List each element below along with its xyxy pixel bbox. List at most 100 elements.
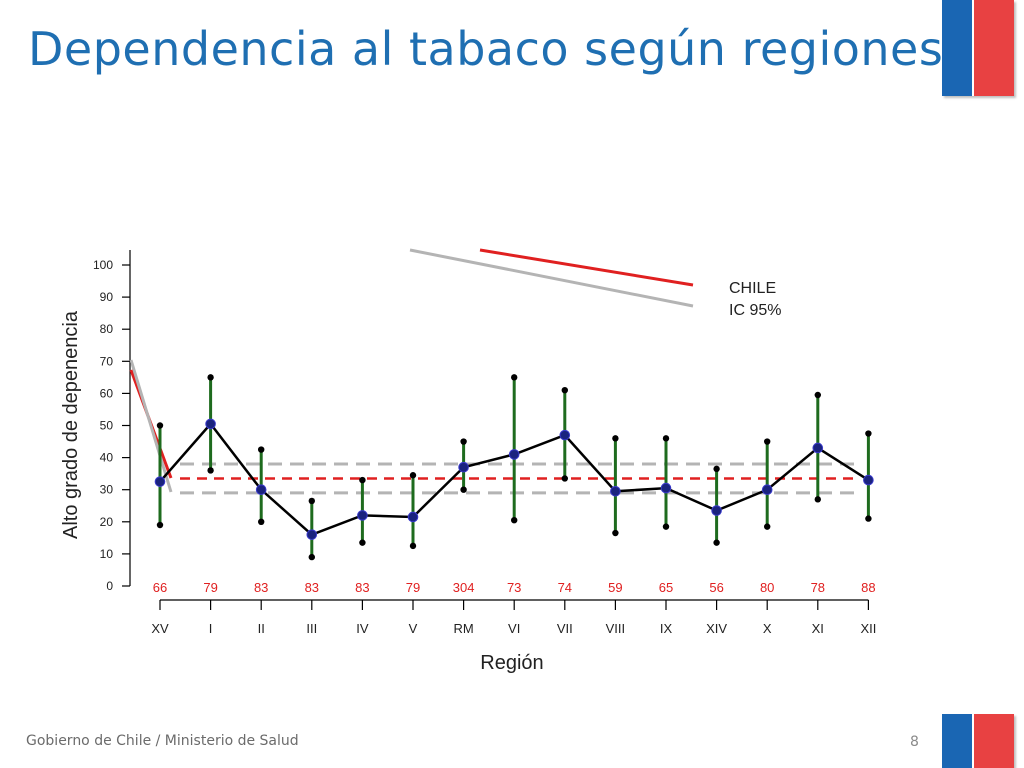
y-tick-label: 20 — [100, 515, 114, 529]
x-tick-label: VI — [508, 621, 520, 636]
data-point — [255, 484, 267, 496]
error-bar-upper-cap — [814, 391, 821, 399]
error-bar-lower-cap — [865, 515, 872, 522]
sample-size-label: 74 — [558, 580, 572, 595]
error-bar-lower-cap — [460, 486, 467, 493]
y-tick-label: 90 — [100, 290, 114, 304]
sample-size-label: 56 — [709, 580, 723, 595]
chart-axes: 0 10 20 30 40 50 60 70 80 90 100 — [93, 250, 869, 601]
y-tick-label: 30 — [100, 483, 114, 497]
x-tick-label: I — [209, 621, 213, 636]
x-tick-label: II — [258, 621, 265, 636]
legend-connector-gray — [129, 359, 173, 493]
y-tick-label: 0 — [106, 579, 113, 593]
data-point — [660, 482, 672, 494]
error-bar-lower-cap — [713, 539, 720, 546]
sample-size-label: 83 — [254, 580, 268, 595]
sample-size-label: 80 — [760, 580, 774, 595]
error-bar-upper-cap — [156, 422, 164, 429]
y-tick-label: 50 — [100, 419, 114, 433]
data-point — [610, 486, 621, 497]
error-bar-lower-cap — [359, 539, 366, 546]
error-bar-upper-cap — [764, 438, 771, 445]
x-tick-label: RM — [453, 621, 473, 636]
x-tick-label: XIV — [706, 621, 727, 636]
error-bars — [156, 374, 872, 561]
y-tick-label: 80 — [100, 322, 114, 336]
error-bar-upper-cap — [207, 374, 214, 381]
reference-lines — [180, 462, 860, 495]
legend-ci-line — [409, 248, 694, 308]
y-tick-label: 100 — [93, 258, 113, 272]
error-bar-lower-cap — [561, 475, 568, 482]
x-tick-label: XV — [151, 621, 169, 636]
error-bar-lower-cap — [814, 496, 821, 503]
legend-ci-label: IC 95% — [729, 302, 781, 319]
data-point — [863, 474, 874, 486]
sample-size-label: 66 — [153, 580, 167, 595]
series-line — [154, 418, 874, 540]
legend-chile-line — [479, 248, 694, 287]
footer-text: Gobierno de Chile / Ministerio de Salud — [26, 733, 299, 749]
page-number: 8 — [910, 734, 919, 750]
error-bar-lower-cap — [764, 523, 771, 530]
error-bar-upper-cap — [308, 497, 315, 505]
data-point — [357, 510, 368, 521]
x-tick-label: XI — [812, 621, 824, 636]
slide-title: Dependencia al tabaco según regiones. — [28, 22, 959, 76]
y-tick-label: 40 — [100, 451, 114, 465]
y-tick-label: 10 — [100, 547, 114, 561]
data-point — [711, 505, 722, 516]
data-point — [154, 476, 166, 487]
x-axis-title: Región — [480, 652, 543, 674]
x-tick-label: XII — [860, 621, 876, 636]
y-tick-label: 60 — [100, 386, 114, 400]
error-bar-upper-cap — [612, 435, 619, 442]
error-bar-lower-cap — [511, 516, 518, 524]
x-tick-label: IX — [660, 621, 673, 636]
chile-flag-decoration-bottom — [942, 714, 1014, 768]
data-point — [508, 449, 520, 460]
sample-size-label: 73 — [507, 580, 521, 595]
error-bar-lower-cap — [156, 521, 164, 529]
sample-size-label: 65 — [659, 580, 673, 595]
y-tick-label: 70 — [100, 354, 114, 368]
sample-size-label: 304 — [453, 580, 475, 595]
x-tick-label: V — [409, 621, 418, 636]
error-bar-upper-cap — [511, 374, 518, 381]
error-bar-lower-cap — [308, 553, 315, 561]
data-point — [559, 429, 571, 441]
data-point — [812, 442, 824, 454]
x-tick-label: VII — [557, 621, 573, 636]
data-point — [761, 484, 773, 496]
data-point — [306, 529, 318, 540]
data-point — [205, 418, 216, 430]
sample-size-label: 78 — [811, 580, 825, 595]
error-bar-upper-cap — [713, 465, 720, 473]
data-point — [458, 461, 469, 473]
error-bar-lower-cap — [258, 518, 265, 525]
error-bar-upper-cap — [662, 435, 670, 442]
error-bar-lower-cap — [662, 523, 670, 530]
error-bar-upper-cap — [409, 472, 417, 479]
x-tick-label: X — [763, 621, 772, 636]
error-bar-upper-cap — [258, 446, 265, 453]
x-tick-label: VIII — [606, 621, 626, 636]
sample-size-label: 88 — [861, 580, 875, 595]
error-bar-upper-cap — [460, 438, 467, 445]
x-tick-label: IV — [356, 621, 369, 636]
y-axis-title: Alto grado de depenencia — [60, 310, 82, 539]
error-bar-upper-cap — [359, 476, 366, 484]
category-labels: 66 XV 79 I 83 II 83 III 83 IV 79 V 304 RM 73 VI 74 VII 59 V… — [151, 580, 876, 636]
sample-size-label: 59 — [608, 580, 622, 595]
error-bar-upper-cap — [865, 430, 872, 437]
x-tick-label: III — [306, 621, 317, 636]
data-point — [407, 511, 419, 523]
error-bar-lower-cap — [409, 542, 417, 550]
error-bar-lower-cap — [612, 529, 619, 537]
chart-legend: CHILE IC 95% — [129, 248, 781, 493]
error-bar-lower-cap — [207, 467, 214, 474]
sample-size-label: 83 — [305, 580, 319, 595]
sample-size-label: 79 — [406, 580, 420, 595]
